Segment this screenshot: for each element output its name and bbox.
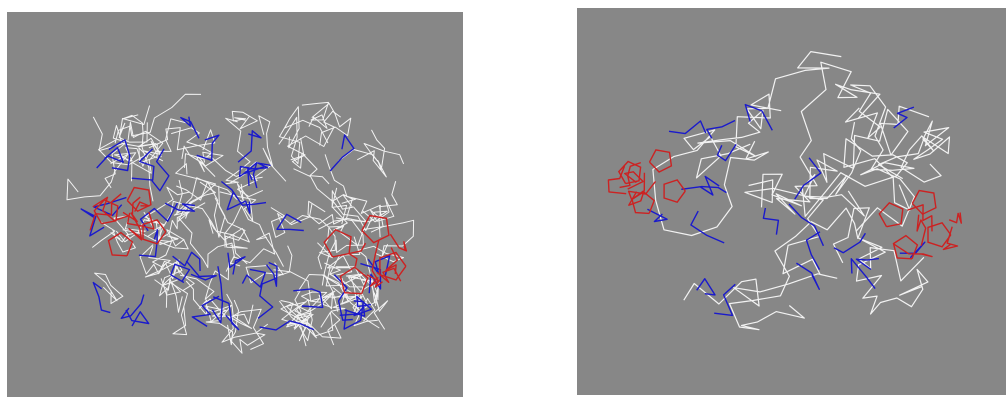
page: (() => { const data = JSON.parse(documen… xyxy=(0,0,1006,397)
scene xyxy=(0,0,1006,397)
left-panel xyxy=(7,12,463,397)
